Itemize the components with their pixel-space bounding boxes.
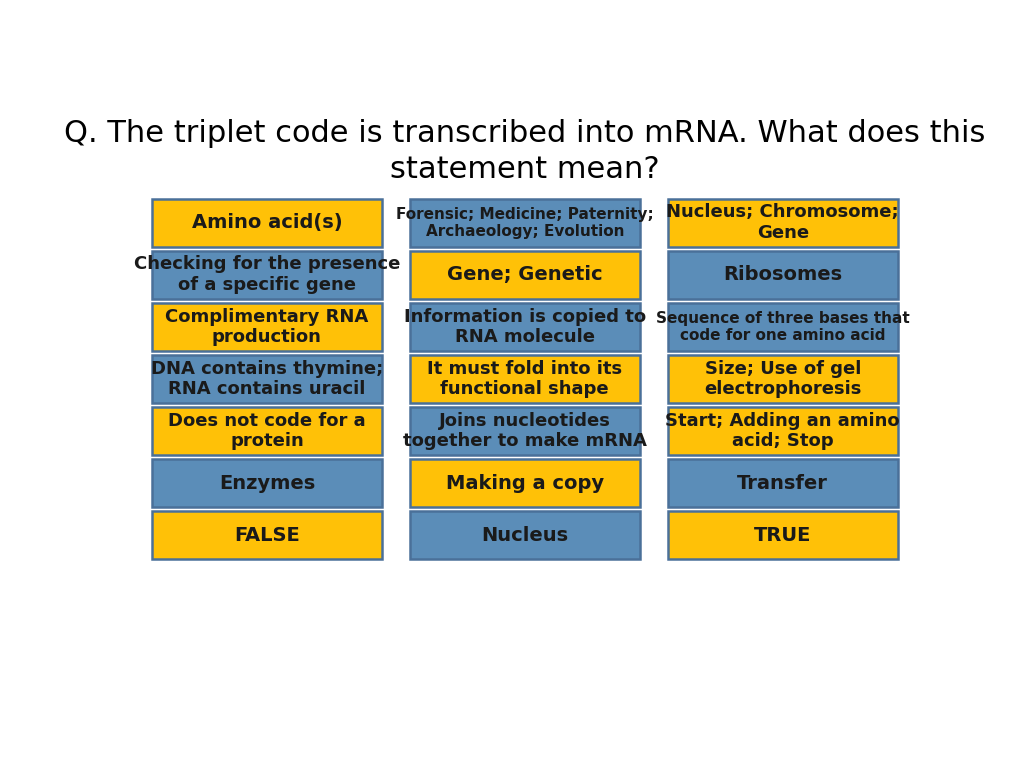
Text: Joins nucleotides
together to make mRNA: Joins nucleotides together to make mRNA xyxy=(402,412,647,450)
Text: Nucleus: Nucleus xyxy=(481,525,568,545)
Text: Nucleus; Chromosome;
Gene: Nucleus; Chromosome; Gene xyxy=(667,204,899,242)
FancyBboxPatch shape xyxy=(668,199,898,247)
Text: Forensic; Medicine; Paternity;
Archaeology; Evolution: Forensic; Medicine; Paternity; Archaeolo… xyxy=(396,207,653,239)
Text: Gene; Genetic: Gene; Genetic xyxy=(447,266,602,284)
Text: Ribosomes: Ribosomes xyxy=(723,266,843,284)
Text: Amino acid(s): Amino acid(s) xyxy=(191,214,342,233)
Text: Information is copied to
RNA molecule: Information is copied to RNA molecule xyxy=(403,307,646,346)
FancyBboxPatch shape xyxy=(668,458,898,508)
Text: Start; Adding an amino
acid; Stop: Start; Adding an amino acid; Stop xyxy=(666,412,900,450)
FancyBboxPatch shape xyxy=(152,199,382,247)
FancyBboxPatch shape xyxy=(410,199,640,247)
Text: DNA contains thymine;
RNA contains uracil: DNA contains thymine; RNA contains uraci… xyxy=(151,359,383,399)
Text: Sequence of three bases that
code for one amino acid: Sequence of three bases that code for on… xyxy=(655,311,909,343)
FancyBboxPatch shape xyxy=(668,250,898,299)
FancyBboxPatch shape xyxy=(152,250,382,299)
FancyBboxPatch shape xyxy=(410,458,640,508)
Text: statement mean?: statement mean? xyxy=(390,154,659,184)
Text: TRUE: TRUE xyxy=(754,525,811,545)
FancyBboxPatch shape xyxy=(152,407,382,455)
FancyBboxPatch shape xyxy=(410,250,640,299)
Text: Complimentary RNA
production: Complimentary RNA production xyxy=(165,307,369,346)
FancyBboxPatch shape xyxy=(668,355,898,403)
Text: Checking for the presence
of a specific gene: Checking for the presence of a specific … xyxy=(134,256,400,294)
Text: Making a copy: Making a copy xyxy=(445,474,604,492)
FancyBboxPatch shape xyxy=(410,303,640,351)
FancyBboxPatch shape xyxy=(668,303,898,351)
FancyBboxPatch shape xyxy=(410,355,640,403)
FancyBboxPatch shape xyxy=(410,407,640,455)
Text: Q. The triplet code is transcribed into mRNA. What does this: Q. The triplet code is transcribed into … xyxy=(65,119,985,148)
Text: FALSE: FALSE xyxy=(234,525,300,545)
FancyBboxPatch shape xyxy=(152,303,382,351)
Text: Does not code for a
protein: Does not code for a protein xyxy=(168,412,366,450)
Text: Enzymes: Enzymes xyxy=(219,474,315,492)
Text: It must fold into its
functional shape: It must fold into its functional shape xyxy=(427,359,623,399)
Text: Transfer: Transfer xyxy=(737,474,828,492)
FancyBboxPatch shape xyxy=(152,458,382,508)
FancyBboxPatch shape xyxy=(668,407,898,455)
FancyBboxPatch shape xyxy=(152,355,382,403)
FancyBboxPatch shape xyxy=(668,511,898,559)
FancyBboxPatch shape xyxy=(152,511,382,559)
FancyBboxPatch shape xyxy=(410,511,640,559)
Text: Size; Use of gel
electrophoresis: Size; Use of gel electrophoresis xyxy=(705,359,861,399)
